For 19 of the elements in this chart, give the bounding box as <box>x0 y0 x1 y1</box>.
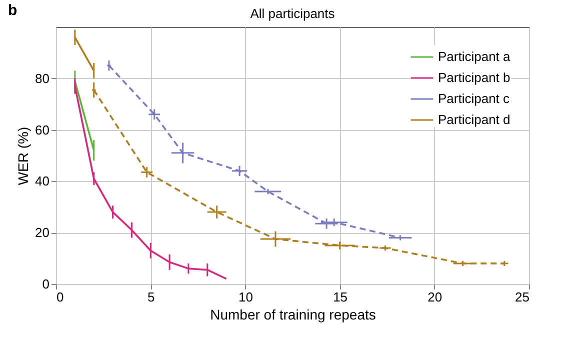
legend-label: Participant b <box>438 70 510 85</box>
x-tick-label: 5 <box>147 290 155 304</box>
legend-label: Participant d <box>438 112 510 127</box>
x-tick-label: 25 <box>515 290 530 304</box>
text: b <box>8 2 18 19</box>
x-tick-label: 10 <box>238 290 253 304</box>
legend-label: Participant a <box>438 49 512 64</box>
x-axis-title: Number of training repeats <box>210 306 376 322</box>
chart-title: All participants <box>250 6 336 21</box>
legend-label: Participant c <box>438 91 510 106</box>
y-axis-title: WER (%) <box>15 126 32 186</box>
y-tick-label: 80 <box>35 70 50 86</box>
y-tick-label: 40 <box>35 174 50 189</box>
y-tick-label: 60 <box>35 122 50 138</box>
x-tick-label: 0 <box>56 290 64 304</box>
x-tick-label: 15 <box>333 290 348 304</box>
y-tick-label: 0 <box>42 276 50 292</box>
y-tick-label: 20 <box>35 225 50 240</box>
x-tick-label: 20 <box>428 290 442 304</box>
